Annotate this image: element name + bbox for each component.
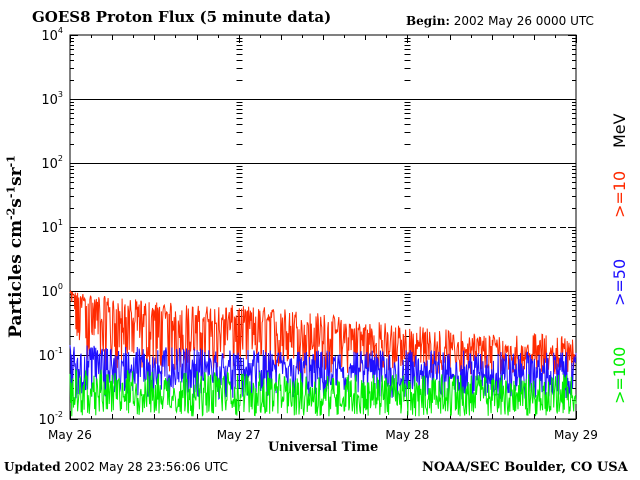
y-tick-label: 100 (41, 282, 63, 300)
x-axis-label: Universal Time (268, 440, 379, 455)
y-tick-label: 102 (41, 154, 63, 172)
y-tick-label: 101 (41, 218, 63, 236)
begin-label: Begin: (406, 14, 450, 28)
x-tick-label: May 26 (48, 428, 92, 442)
legend-unit-text: MeV (610, 113, 629, 148)
legend-ge10: >=10 (610, 171, 640, 237)
y-tick-label: 104 (41, 26, 63, 44)
source-credit: NOAA/SEC Boulder, CO USA (422, 460, 628, 475)
series-line-ge50 (69, 344, 577, 400)
begin-time: Begin: 2002 May 26 0000 UTC (406, 14, 594, 28)
y-tick-label: 10-1 (38, 346, 63, 364)
series-line-ge100 (69, 369, 577, 417)
legend-ge50: >=50 (610, 259, 640, 325)
y-tick-label: 10-2 (38, 410, 63, 428)
chart-title: GOES8 Proton Flux (5 minute data) (32, 8, 332, 26)
updated-label: Updated (4, 460, 61, 474)
legend-ge100-text: >=100 (610, 346, 629, 404)
updated-time: Updated 2002 May 28 23:56:06 UTC (4, 460, 228, 474)
begin-value: 2002 May 26 0000 UTC (453, 14, 594, 28)
legend-unit: MeV (610, 113, 640, 167)
legend-ge50-text: >=50 (610, 258, 629, 306)
series-line-ge10 (69, 289, 577, 375)
x-tick-label: May 28 (385, 428, 429, 442)
y-axis-label-text: Particles cm-2s-1sr-1 (4, 155, 26, 338)
legend-ge10-text: >=10 (610, 170, 629, 218)
legend-ge100: >=100 (610, 347, 640, 423)
x-tick-label: May 29 (554, 428, 598, 442)
x-tick-label: May 27 (217, 428, 261, 442)
updated-value: 2002 May 28 23:56:06 UTC (64, 460, 228, 474)
y-tick-label: 103 (41, 90, 63, 108)
